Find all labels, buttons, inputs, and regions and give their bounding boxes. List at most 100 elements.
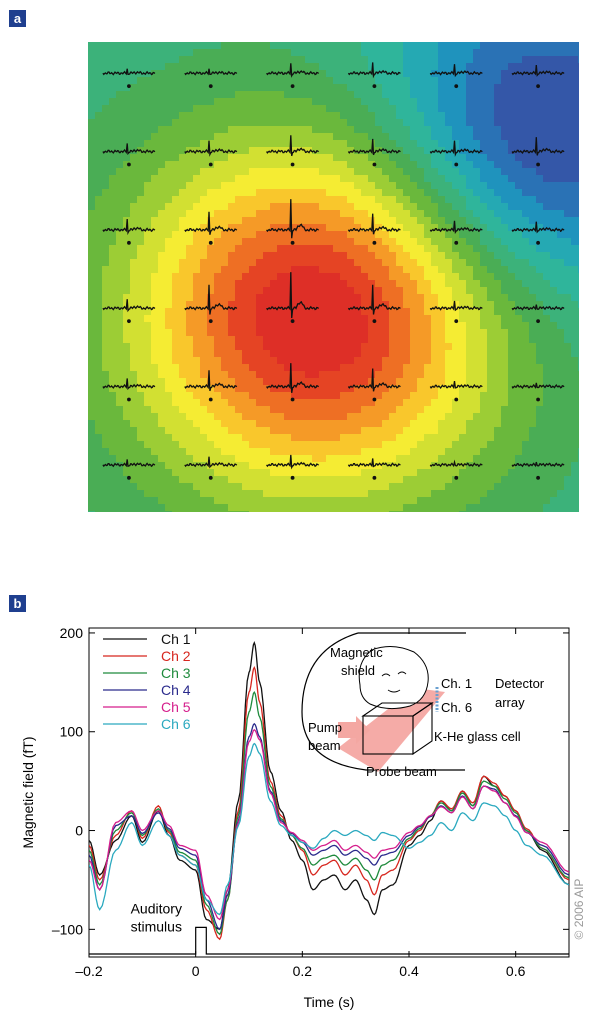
heatmap-cell [487, 406, 495, 414]
heatmap-cell [403, 56, 411, 64]
heatmap-cell [130, 84, 138, 92]
heatmap-cell [179, 238, 187, 246]
heatmap-cell [571, 245, 579, 253]
heatmap-cell [375, 217, 383, 225]
heatmap-cell [123, 469, 131, 477]
heatmap-cell [375, 448, 383, 456]
heatmap-cell [312, 413, 320, 421]
heatmap-cell [242, 364, 250, 372]
heatmap-cell [445, 126, 453, 134]
heatmap-cell [368, 280, 376, 288]
heatmap-cell [389, 287, 397, 295]
heatmap-cell [375, 385, 383, 393]
heatmap-cell [578, 462, 579, 470]
heatmap-cell [403, 280, 411, 288]
heatmap-cell [389, 126, 397, 134]
heatmap-cell [417, 497, 425, 505]
heatmap-cell [165, 329, 173, 337]
heatmap-cell [179, 196, 187, 204]
heatmap-cell [151, 112, 159, 120]
heatmap-cell [361, 161, 369, 169]
heatmap-cell [270, 112, 278, 120]
heatmap-cell [249, 147, 257, 155]
heatmap-cell [578, 154, 579, 162]
heatmap-cell [298, 413, 306, 421]
heatmap-cell [116, 420, 124, 428]
heatmap-cell [347, 287, 355, 295]
heatmap-cell [193, 371, 201, 379]
heatmap-cell [571, 105, 579, 113]
heatmap-cell [312, 483, 320, 491]
heatmap-cell [151, 469, 159, 477]
heatmap-cell [305, 504, 313, 512]
heatmap-cell [494, 427, 502, 435]
heatmap-cell [452, 56, 460, 64]
heatmap-cell [424, 238, 432, 246]
heatmap-cell [305, 259, 313, 267]
heatmap-cell [417, 112, 425, 120]
heatmap-cell [165, 476, 173, 484]
heatmap-cell [403, 308, 411, 316]
heatmap-cell [452, 203, 460, 211]
heatmap-cell [186, 273, 194, 281]
heatmap-cell [284, 245, 292, 253]
heatmap-cell [284, 504, 292, 512]
heatmap-cell [193, 203, 201, 211]
heatmap-cell [396, 476, 404, 484]
heatmap-cell [564, 469, 572, 477]
heatmap-cell [410, 469, 418, 477]
heatmap-cell [543, 343, 551, 351]
heatmap-cell [396, 210, 404, 218]
heatmap-cell [137, 301, 145, 309]
heatmap-cell [389, 105, 397, 113]
heatmap-cell [305, 217, 313, 225]
heatmap-cell [368, 455, 376, 463]
heatmap-cell [578, 175, 579, 183]
heatmap-cell [109, 112, 117, 120]
heatmap-cell [501, 91, 509, 99]
heatmap-cell [95, 56, 103, 64]
heatmap-cell [249, 119, 257, 127]
heatmap-cell [354, 49, 362, 57]
heatmap-cell [361, 217, 369, 225]
heatmap-cell [382, 434, 390, 442]
heatmap-cell [354, 287, 362, 295]
heatmap-cell [95, 462, 103, 470]
heatmap-cell [228, 434, 236, 442]
heatmap-cell [214, 504, 222, 512]
heatmap-cell [466, 504, 474, 512]
heatmap-cell [354, 392, 362, 400]
heatmap-cell [193, 399, 201, 407]
heatmap-cell [221, 210, 229, 218]
heatmap-cell [333, 175, 341, 183]
heatmap-cell [165, 49, 173, 57]
heatmap-cell [445, 406, 453, 414]
panel-a-label: a [9, 10, 26, 27]
heatmap-cell [333, 406, 341, 414]
heatmap-cell [522, 455, 530, 463]
heatmap-cell [109, 42, 117, 50]
heatmap-cell [263, 112, 271, 120]
heatmap-cell [200, 161, 208, 169]
heatmap-cell [361, 42, 369, 50]
heatmap-cell [466, 378, 474, 386]
heatmap-cell [179, 329, 187, 337]
heatmap-cell [396, 119, 404, 127]
heatmap-cell [326, 161, 334, 169]
heatmap-cell [389, 371, 397, 379]
heatmap-cell [382, 448, 390, 456]
heatmap-cell [494, 392, 502, 400]
heatmap-cell [557, 504, 565, 512]
heatmap-cell [95, 413, 103, 421]
heatmap-cell [536, 245, 544, 253]
heatmap-cell [515, 371, 523, 379]
heatmap-cell [179, 133, 187, 141]
heatmap-cell [382, 462, 390, 470]
heatmap-cell [431, 371, 439, 379]
heatmap-cell [403, 49, 411, 57]
heatmap-cell [165, 413, 173, 421]
heatmap-cell [235, 490, 243, 498]
heatmap-cell [88, 126, 96, 134]
heatmap-cell [529, 469, 537, 477]
heatmap-cell [200, 413, 208, 421]
